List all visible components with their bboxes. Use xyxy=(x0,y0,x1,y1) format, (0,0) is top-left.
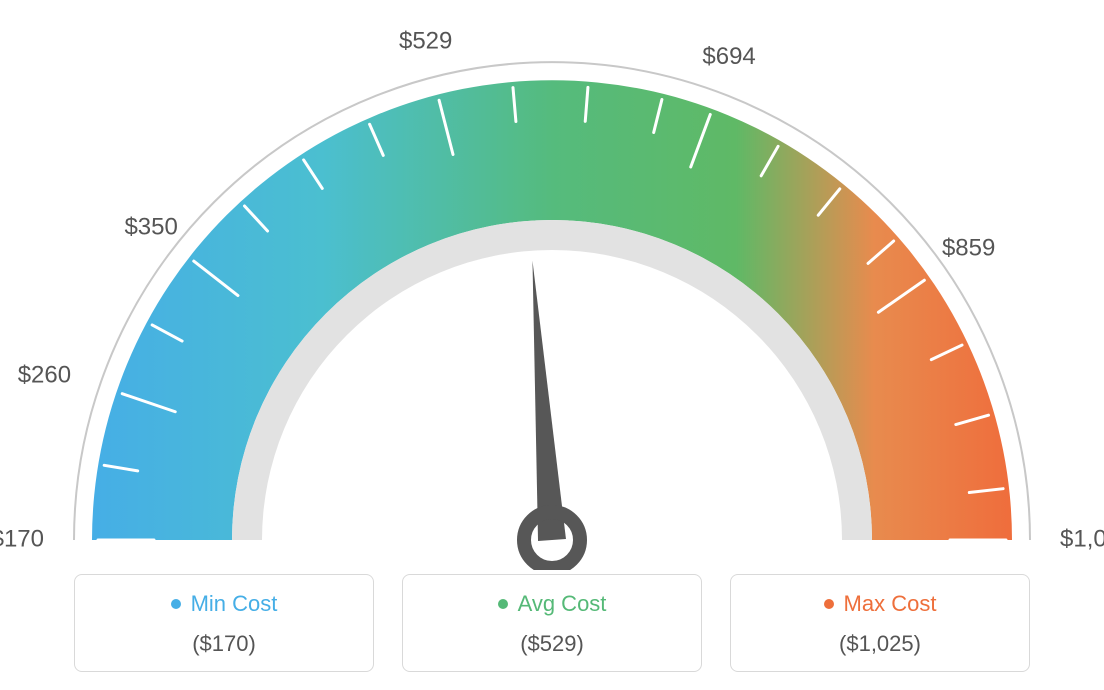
svg-text:$1,025: $1,025 xyxy=(1060,525,1104,552)
legend-dot-min xyxy=(171,599,181,609)
cost-gauge-chart: $170 $260 $350 $529 $694 $859 $1,025 xyxy=(0,0,1104,570)
legend-card-min: Min Cost ($170) xyxy=(74,574,374,672)
legend-title-max: Max Cost xyxy=(844,591,937,617)
legend-value-avg: ($529) xyxy=(403,631,701,657)
svg-text:$694: $694 xyxy=(702,43,755,70)
legend-dot-avg xyxy=(498,599,508,609)
svg-text:$859: $859 xyxy=(942,235,995,262)
legend-card-avg: Avg Cost ($529) xyxy=(402,574,702,672)
legend-value-max: ($1,025) xyxy=(731,631,1029,657)
svg-text:$350: $350 xyxy=(124,213,177,240)
svg-text:$170: $170 xyxy=(0,525,44,552)
legend-title-min: Min Cost xyxy=(191,591,278,617)
legend-dot-max xyxy=(824,599,834,609)
svg-text:$260: $260 xyxy=(18,362,71,389)
svg-text:$529: $529 xyxy=(399,27,452,54)
legend-title-avg: Avg Cost xyxy=(518,591,607,617)
legend-card-max: Max Cost ($1,025) xyxy=(730,574,1030,672)
legend-value-min: ($170) xyxy=(75,631,373,657)
legend-row: Min Cost ($170) Avg Cost ($529) Max Cost… xyxy=(0,574,1104,672)
